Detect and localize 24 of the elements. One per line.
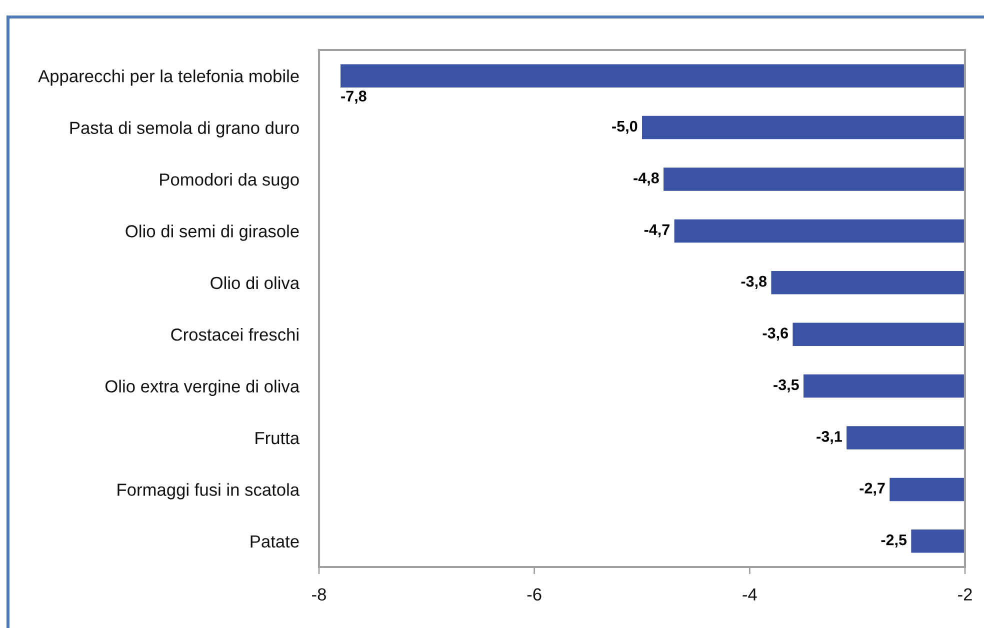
y-tick-label: Pomodori da sugo (160, 172, 299, 190)
x-tick-label: -6 (527, 588, 542, 601)
y-tick-label: Olio di semi di girasole (126, 224, 299, 241)
x-tick-label: -8 (312, 588, 326, 601)
y-tick-label: Pasta di semola di grano duro (70, 121, 299, 138)
x-tick-label: -2 (958, 588, 972, 600)
data-label: -2,7 (860, 482, 885, 496)
x-tick-label: -4 (742, 588, 757, 600)
y-tick-label: Crostacei freschi (171, 328, 298, 341)
y-tick-label: Formaggi fusi in scatola (118, 483, 300, 500)
data-label: -3,1 (816, 431, 842, 444)
y-tick-label: Apparecchi per la telefonia mobile (38, 70, 299, 86)
data-label: -2,5 (881, 534, 907, 548)
data-label: -7,8 (341, 90, 366, 104)
data-label: -4,7 (644, 224, 670, 238)
data-label: -3,6 (762, 328, 788, 341)
y-tick-label: Patate (250, 535, 299, 548)
y-tick-label: Frutta (256, 432, 300, 444)
data-label: -5,0 (612, 120, 638, 134)
data-label: -3,8 (741, 276, 767, 289)
y-tick-label: Olio di oliva (210, 276, 300, 290)
data-label: -4,8 (634, 172, 659, 186)
data-label: -3,5 (774, 379, 799, 392)
y-tick-label: Olio extra vergine di oliva (105, 380, 300, 396)
